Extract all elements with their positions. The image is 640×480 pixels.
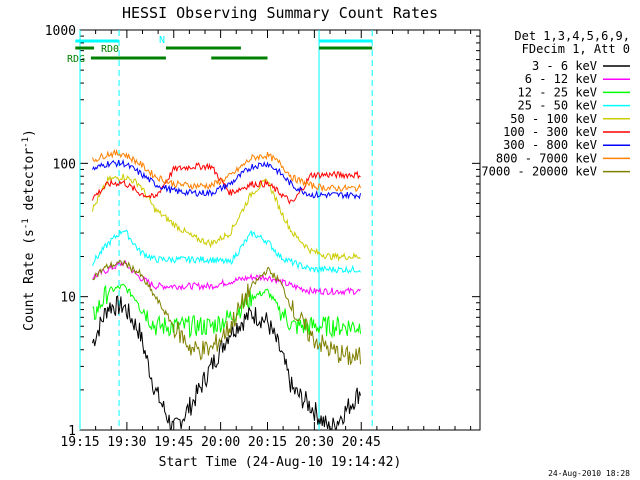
x-tick-label: 19:30 bbox=[107, 435, 146, 450]
legend-entry-label: 3 - 6 keV bbox=[532, 59, 597, 73]
legend-header-line2: FDecim 1, Att 0 bbox=[522, 42, 630, 56]
series-line bbox=[92, 260, 361, 296]
legend-entry-label: 6 - 12 keV bbox=[525, 72, 597, 86]
legend-entry-label: 7000 - 20000 keV bbox=[481, 165, 597, 179]
flag-label-rdg: RDG bbox=[67, 54, 85, 65]
chart-title: HESSI Observing Summary Count Rates bbox=[122, 4, 438, 22]
x-tick-label: 20:15 bbox=[248, 435, 287, 450]
legend-entry-label: 300 - 800 keV bbox=[503, 138, 597, 152]
legend-entry-label: 50 - 100 keV bbox=[510, 112, 597, 126]
flag-label-rd0: RD0 bbox=[101, 44, 119, 55]
legend-entry-label: 25 - 50 keV bbox=[518, 99, 597, 113]
series-line bbox=[92, 161, 361, 205]
x-axis-label: Start Time (24-Aug-10 19:14:42) bbox=[159, 455, 402, 470]
y-tick-label: 1000 bbox=[45, 24, 76, 39]
y-tick-label: 10 bbox=[60, 291, 76, 306]
series-line bbox=[92, 295, 361, 430]
x-tick-label: 20:45 bbox=[342, 435, 381, 450]
y-tick-label: 100 bbox=[53, 157, 76, 172]
legend-entry-label: 800 - 7000 keV bbox=[496, 151, 597, 165]
plot-frame bbox=[79, 29, 481, 431]
legend-entry-label: 100 - 300 keV bbox=[503, 125, 597, 139]
x-tick-label: 19:45 bbox=[154, 435, 193, 450]
legend-entry-label: 12 - 25 keV bbox=[518, 85, 597, 99]
series-line bbox=[92, 158, 361, 200]
flag-label-n: N bbox=[159, 35, 165, 46]
series-line bbox=[92, 148, 361, 193]
footer-date: 24-Aug-2010 18:28 bbox=[548, 469, 630, 478]
y-axis-label: Count Rate (s-1 detector-1) bbox=[21, 129, 37, 331]
series-line bbox=[92, 173, 361, 262]
x-tick-label: 20:00 bbox=[201, 435, 240, 450]
y-tick-label: 1 bbox=[68, 424, 76, 439]
x-tick-label: 19:15 bbox=[60, 435, 99, 450]
x-tick-label: 20:30 bbox=[295, 435, 334, 450]
series-line bbox=[92, 283, 361, 339]
series-line bbox=[92, 229, 361, 274]
series-line bbox=[92, 259, 361, 366]
legend-header-line1: Det 1,3,4,5,6,9, bbox=[514, 29, 630, 43]
